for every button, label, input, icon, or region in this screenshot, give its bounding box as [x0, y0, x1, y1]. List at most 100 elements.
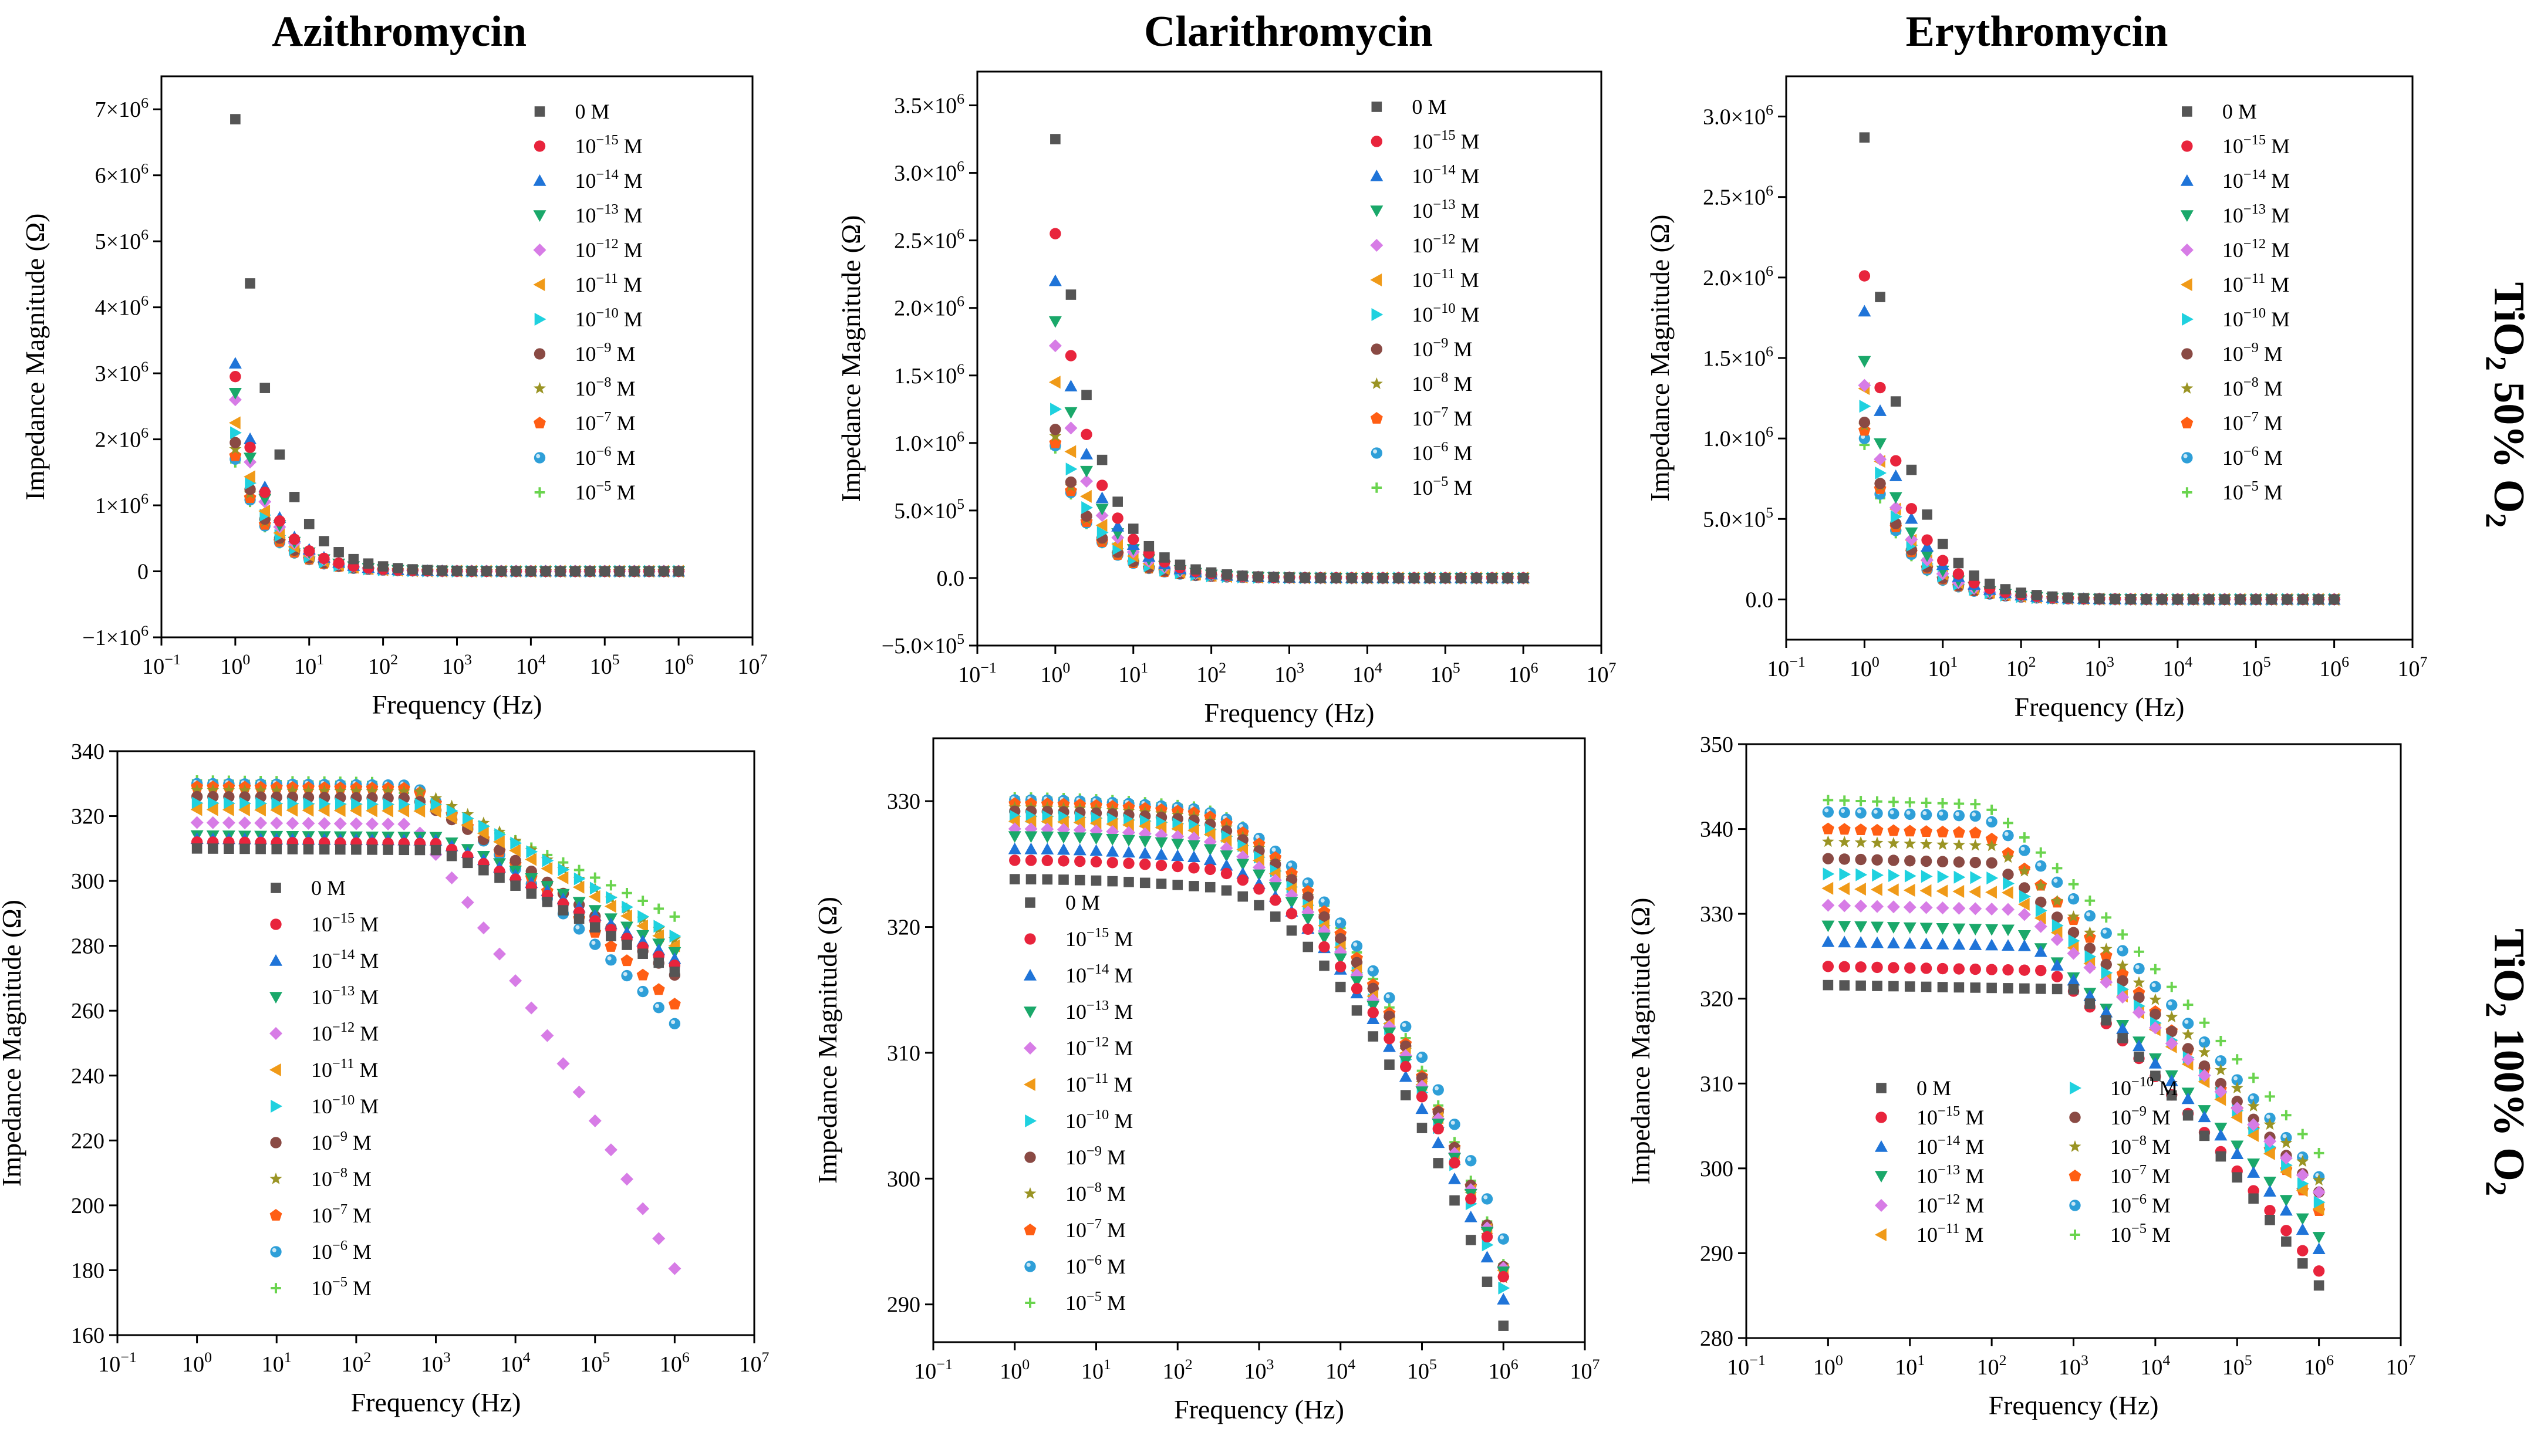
data-point	[1855, 807, 1867, 819]
data-point	[2247, 1118, 2260, 1131]
y-tick-label: 1×106	[95, 490, 149, 518]
data-point	[1952, 938, 1966, 950]
data-point	[1095, 491, 1109, 504]
data-point	[1432, 1136, 1445, 1148]
data-point	[1081, 510, 1092, 522]
legend-item: 10−11 M	[533, 271, 642, 296]
legend-label: 10−6 M	[575, 444, 635, 469]
data-point	[1303, 941, 1314, 952]
data-point	[1969, 570, 1979, 581]
y-tick-label: 220	[71, 1129, 104, 1153]
data-point	[230, 437, 241, 448]
y-tick-label: 0	[137, 560, 149, 585]
data-point	[1919, 884, 1932, 897]
legend-label: 10−13 M	[575, 201, 642, 227]
data-point	[422, 565, 433, 576]
legend-label: 10−9 M	[311, 1129, 372, 1154]
data-point	[1089, 844, 1103, 856]
legend-label: 10−11 M	[1065, 1070, 1132, 1096]
data-point	[2199, 1018, 2210, 1028]
legend-marker	[1370, 239, 1384, 252]
data-point	[1838, 853, 1850, 865]
data-point	[2101, 966, 2113, 979]
y-tick-label: 0.0	[937, 566, 965, 591]
legend-item: 10−14 M	[1370, 162, 1480, 188]
data-point	[652, 1232, 666, 1245]
data-point	[2296, 1155, 2309, 1167]
data-point	[1384, 1059, 1395, 1070]
data-point	[1301, 914, 1315, 925]
data-point	[270, 816, 284, 830]
data-point	[1874, 438, 1887, 450]
y-tick-label: 180	[71, 1258, 104, 1283]
legend: 0 M 10−15 M 10−14 M 10−13 M 10−12 M 10−11 M 10…	[2180, 100, 2290, 504]
y-tick-label: 2×106	[95, 424, 149, 452]
data-point	[2032, 590, 2042, 600]
data-point	[1920, 962, 1932, 974]
y-tick-label: 1.0×106	[894, 428, 964, 456]
series-0	[1009, 874, 1509, 1331]
legend-marker	[269, 1209, 282, 1221]
data-point	[1953, 558, 1964, 569]
legend-item: 10−14 M	[269, 947, 379, 972]
data-point	[1986, 857, 1997, 869]
legend-marker	[1024, 969, 1037, 981]
data-point	[2263, 1147, 2275, 1160]
data-point	[2313, 1148, 2324, 1158]
y-tick-label: 240	[71, 1064, 104, 1089]
data-point	[1050, 228, 1061, 239]
data-point	[397, 804, 410, 817]
data-point	[366, 804, 377, 817]
data-point	[478, 864, 489, 876]
data-point	[2133, 1039, 2145, 1052]
data-point	[558, 863, 570, 876]
data-point	[2312, 1202, 2324, 1216]
x-tick-label: 105	[1407, 1356, 1437, 1384]
legend-marker	[1370, 377, 1383, 389]
legend-item: 10−7 M	[2069, 1162, 2171, 1188]
legend-marker	[2181, 452, 2193, 464]
y-tick-label: 2.0×106	[1703, 262, 1773, 290]
legend-item: 10−13 M	[269, 983, 379, 1009]
data-point	[1081, 501, 1094, 515]
data-point	[1415, 1102, 1429, 1114]
y-tick-label: 3.5×106	[894, 90, 964, 119]
data-point	[481, 566, 492, 576]
data-point	[462, 812, 474, 825]
data-point	[318, 784, 331, 796]
data-point	[1112, 512, 1123, 524]
data-point	[1854, 899, 1868, 913]
legend-marker	[1371, 482, 1382, 493]
row-label-main: TiO	[2485, 282, 2533, 356]
data-point	[1300, 572, 1310, 583]
data-point	[1855, 961, 1867, 973]
data-point	[1823, 979, 1834, 991]
x-tick-label: 100	[1040, 659, 1070, 687]
data-point	[1904, 869, 1916, 883]
data-point	[224, 796, 235, 810]
legend-item: 10−6 M	[2069, 1191, 2171, 1217]
data-point	[1888, 962, 1899, 974]
data-point	[2215, 1077, 2227, 1090]
data-point	[2247, 1129, 2259, 1142]
legend-item: 10−6 M	[534, 444, 636, 469]
data-point	[556, 1057, 570, 1070]
data-point	[2017, 930, 2031, 942]
data-point	[1090, 856, 1102, 868]
data-point	[606, 880, 616, 891]
data-point	[1335, 981, 1346, 992]
data-point	[2279, 1151, 2293, 1165]
data-point	[1351, 982, 1363, 995]
data-point	[366, 817, 379, 830]
data-point	[2231, 1082, 2243, 1094]
row-label-tio2-50-o2: TiO2 50% O2	[2480, 282, 2533, 528]
data-point	[1858, 356, 1871, 368]
data-point	[1903, 937, 1916, 949]
data-point	[1887, 900, 1900, 914]
data-point	[1318, 911, 1330, 923]
data-point	[445, 871, 458, 884]
legend-label: 10−7 M	[2222, 409, 2283, 435]
data-point	[1050, 134, 1061, 144]
series-8	[1821, 835, 2326, 1185]
data-point	[1890, 455, 1902, 467]
